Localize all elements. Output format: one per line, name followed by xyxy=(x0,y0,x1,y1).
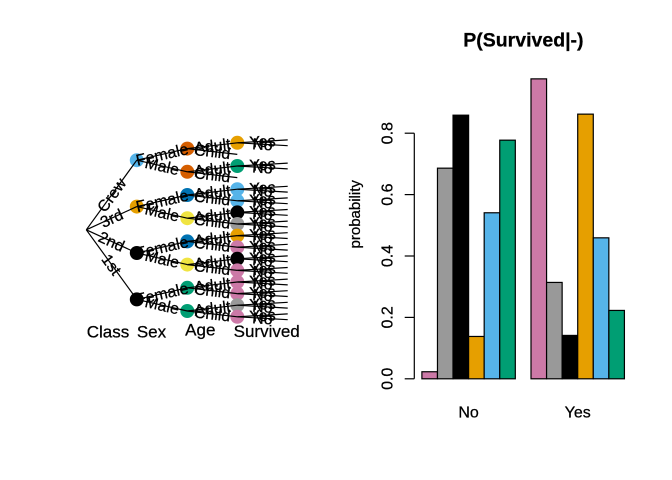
svg-text:Child: Child xyxy=(193,165,231,186)
svg-text:Yes: Yes xyxy=(249,284,276,302)
svg-text:Yes: Yes xyxy=(249,226,276,244)
svg-text:0.0: 0.0 xyxy=(380,368,397,390)
svg-text:Adult: Adult xyxy=(193,183,232,204)
svg-text:No: No xyxy=(252,241,273,259)
svg-text:No: No xyxy=(252,252,273,270)
svg-text:0.2: 0.2 xyxy=(380,306,397,328)
svg-text:No: No xyxy=(252,264,273,282)
svg-text:Adult: Adult xyxy=(193,136,232,157)
svg-text:Yes: Yes xyxy=(249,261,276,279)
svg-text:Survived: Survived xyxy=(234,322,300,341)
svg-text:Yes: Yes xyxy=(249,214,276,232)
svg-text:P(Survived|-): P(Survived|-) xyxy=(463,29,583,51)
svg-text:Yes: Yes xyxy=(249,307,276,325)
svg-text:No: No xyxy=(252,206,273,224)
svg-text:No: No xyxy=(252,310,273,328)
svg-text:Sex: Sex xyxy=(137,323,167,342)
svg-text:0.4: 0.4 xyxy=(380,245,397,267)
svg-text:No: No xyxy=(252,287,273,305)
svg-text:No: No xyxy=(252,136,273,154)
svg-text:Child: Child xyxy=(193,258,231,279)
svg-text:Yes: Yes xyxy=(249,249,276,267)
svg-text:Yes: Yes xyxy=(249,133,276,151)
svg-text:No: No xyxy=(252,159,273,177)
svg-text:Yes: Yes xyxy=(249,203,276,221)
svg-text:Class: Class xyxy=(87,323,130,342)
svg-text:0.8: 0.8 xyxy=(380,122,397,144)
svg-text:Child: Child xyxy=(193,188,231,209)
svg-text:No: No xyxy=(252,183,273,201)
svg-text:Adult: Adult xyxy=(193,252,232,273)
svg-text:Adult: Adult xyxy=(193,229,232,250)
svg-text:Adult: Adult xyxy=(193,159,232,180)
svg-text:Yes: Yes xyxy=(249,191,276,209)
svg-text:Yes: Yes xyxy=(249,238,276,256)
svg-text:Age: Age xyxy=(185,320,215,339)
svg-text:Child: Child xyxy=(193,281,231,302)
svg-text:Yes: Yes xyxy=(565,405,591,422)
svg-text:No: No xyxy=(252,275,273,293)
svg-text:Adult: Adult xyxy=(193,299,232,320)
svg-text:Adult: Adult xyxy=(193,206,232,227)
svg-text:No: No xyxy=(252,194,273,212)
svg-text:Child: Child xyxy=(193,235,231,256)
svg-text:No: No xyxy=(252,229,273,247)
svg-text:No: No xyxy=(458,405,479,422)
svg-text:Child: Child xyxy=(193,212,231,233)
svg-text:No: No xyxy=(252,217,273,235)
svg-text:Child: Child xyxy=(193,142,231,163)
svg-text:Yes: Yes xyxy=(249,272,276,290)
svg-text:Yes: Yes xyxy=(249,180,276,198)
svg-text:probability: probability xyxy=(347,180,364,249)
svg-text:No: No xyxy=(252,299,273,317)
svg-text:Yes: Yes xyxy=(249,156,276,174)
svg-text:Adult: Adult xyxy=(193,275,232,296)
svg-text:0.6: 0.6 xyxy=(380,183,397,205)
svg-text:Child: Child xyxy=(193,304,231,325)
svg-text:Yes: Yes xyxy=(249,296,276,314)
